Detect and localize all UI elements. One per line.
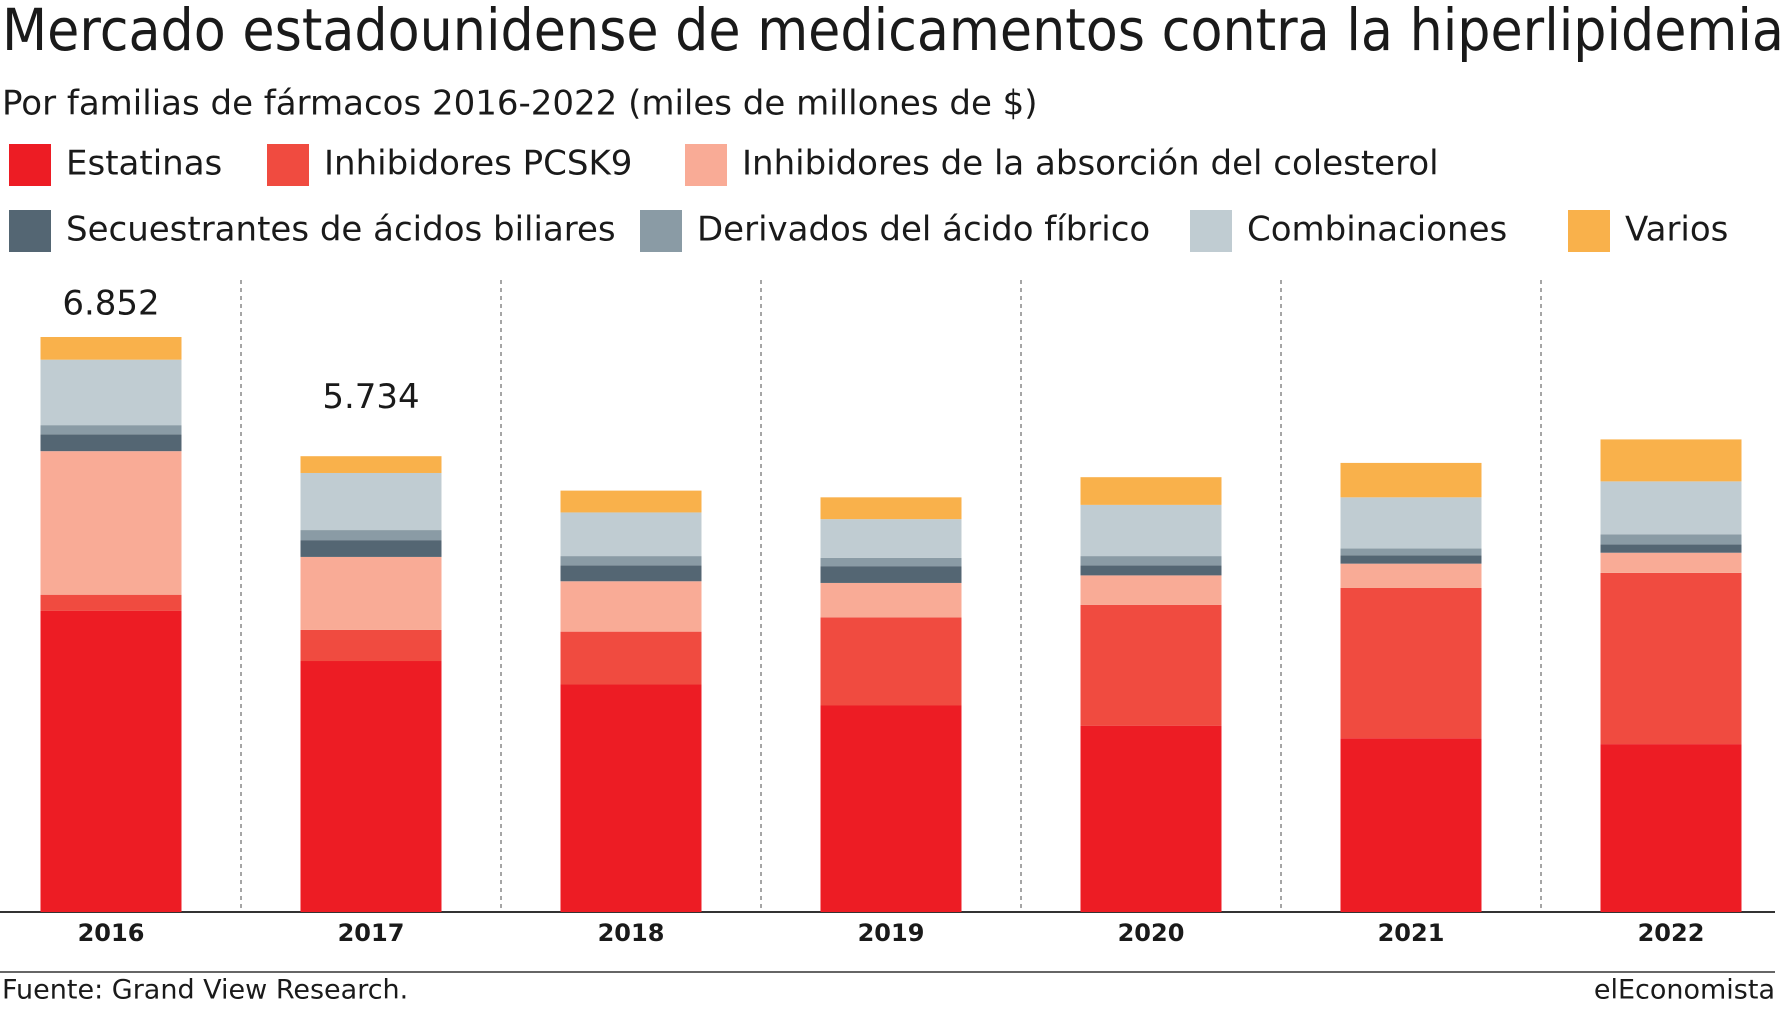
bar-segment [300,530,442,541]
bar-segment [1080,504,1222,557]
bar-segment [1340,497,1482,549]
bar-segment [560,512,702,557]
bar-segment [820,497,962,520]
legend-label: Combinaciones [1247,210,1507,250]
bar-segment [1600,481,1742,535]
bar-segment [820,519,962,558]
bar-segment [1080,565,1222,576]
bar-segment [820,617,962,706]
bar-segment [820,557,962,567]
bar-segment [820,566,962,583]
legend-swatch [685,144,727,186]
bar-segment [1600,544,1742,553]
x-tick-label: 2017 [338,919,405,947]
bar-segment [1600,744,1742,912]
bar-segment [560,490,702,513]
bar-segment [300,556,442,630]
bar-segment [40,425,182,435]
source: Fuente: Grand View Research. [2,975,408,1006]
legend-label: Varios [1625,210,1728,250]
bar-segment [560,565,702,582]
bar-segment [1600,534,1742,545]
x-tick-label: 2021 [1378,919,1445,947]
bar-segment [1600,439,1742,482]
bar-segment [560,581,702,632]
bar-segment [560,556,702,566]
x-tick-label: 2022 [1638,919,1705,947]
bar-segment [1340,462,1482,498]
bar-segment [1080,477,1222,505]
bar-segment [1340,738,1482,912]
legend-swatch [640,210,682,252]
legend-label: Derivados del ácido fíbrico [697,210,1150,250]
legend-swatch [9,210,51,252]
legend-swatch [1190,210,1232,252]
bar-segment [40,434,182,452]
bar-segment [560,684,702,912]
legend-label: Inhibidores de la absorción del colester… [742,144,1439,184]
bar-segment [300,629,442,662]
bar-segment [1080,604,1222,726]
bar-segment [1600,572,1742,745]
bar-segment [1340,587,1482,739]
bar-segment [300,540,442,557]
bar-segment [1080,575,1222,605]
bar-segment [40,610,182,912]
total-label: 6.852 [62,283,159,323]
bar-segment [1340,548,1482,556]
bar-segment [1080,725,1222,912]
legend-swatch [267,144,309,186]
legend-swatch [9,144,51,186]
bar-segment [560,631,702,685]
bar-segment [1600,552,1742,573]
total-label: 5.734 [322,377,419,417]
x-tick-label: 2020 [1118,919,1185,947]
bar-segment [300,472,442,531]
x-tick-label: 2018 [598,919,665,947]
bar-segment [1080,556,1222,566]
legend-label: Secuestrantes de ácidos biliares [66,210,616,250]
bar-segment [40,337,182,360]
bar-segment [40,451,182,595]
bar-segment [820,582,962,618]
chart-subtitle: Por familias de fármacos 2016-2022 (mile… [2,84,1038,124]
bar-segment [820,705,962,912]
bar-segment [300,456,442,473]
legend-label: Estatinas [66,144,222,184]
chart-title: Mercado estadounidense de medicamentos c… [2,0,1784,64]
bar-segment [1340,555,1482,564]
bar-segment [300,661,442,912]
bar-segment [1340,563,1482,588]
legend-label: Inhibidores PCSK9 [324,144,632,184]
bar-segment [40,359,182,426]
legend-swatch [1568,210,1610,252]
brand: elEconomista [1594,975,1775,1006]
bar-segment [40,594,182,611]
x-tick-label: 2019 [858,919,925,947]
x-tick-label: 2016 [78,919,145,947]
